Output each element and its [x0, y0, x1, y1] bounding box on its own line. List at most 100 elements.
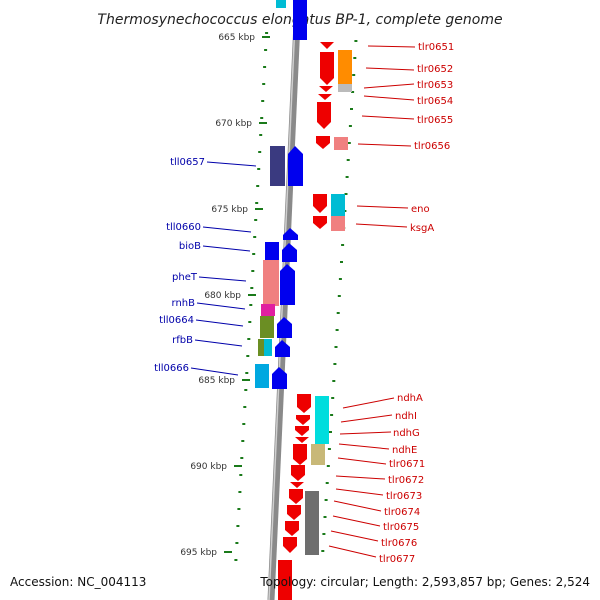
- tick-label: 675 kbp: [211, 205, 248, 215]
- cds-tlr0654[interactable]: [318, 94, 332, 100]
- cds-eno[interactable]: [313, 194, 327, 213]
- cds-tll0657[interactable]: [288, 146, 303, 186]
- gene-label-eno[interactable]: eno: [411, 204, 430, 215]
- gene-label-tlr0651[interactable]: tlr0651: [418, 42, 454, 53]
- leader-line: [363, 95, 415, 101]
- scale-dot: [325, 482, 329, 484]
- scale-dot: [236, 525, 240, 527]
- leader-line: [339, 431, 392, 435]
- feature-navy: [270, 146, 285, 186]
- gene-label-tll0666[interactable]: tll0666: [154, 363, 189, 374]
- gene-label-pheT[interactable]: pheT: [172, 272, 198, 283]
- gene-label-ksgA[interactable]: ksgA: [410, 223, 434, 234]
- scale-dot: [261, 100, 265, 102]
- scale-dot: [345, 176, 349, 178]
- gene-label-tlr0653[interactable]: tlr0653: [417, 80, 453, 91]
- gene-label-tlr0656[interactable]: tlr0656: [414, 141, 450, 152]
- cds-partial-bottom: [278, 560, 292, 600]
- feature-blue-bioB: [265, 242, 279, 260]
- tick-label: 680 kbp: [204, 291, 241, 301]
- feature-cyan-ndh: [315, 396, 329, 444]
- scale-dot: [347, 142, 351, 144]
- cds-ndhE[interactable]: [295, 437, 309, 443]
- feature-pink: [334, 137, 348, 150]
- gene-label-rnhB[interactable]: rnhB: [172, 298, 196, 309]
- tick-label: 690 kbp: [190, 462, 227, 472]
- leader-line: [357, 143, 412, 147]
- gene-label-ndhI[interactable]: ndhI: [395, 411, 417, 422]
- cds-rfbB[interactable]: [275, 340, 290, 357]
- cds-tlr0652[interactable]: [320, 52, 334, 85]
- feature-pink-ksgA: [331, 216, 345, 231]
- cds-tlr0677[interactable]: [283, 537, 297, 553]
- scale-tick: 680 kbp: [204, 291, 256, 301]
- cds-tlr0651[interactable]: [320, 42, 334, 49]
- leader-line: [195, 319, 244, 327]
- gene-label-tll0657[interactable]: tll0657: [170, 157, 205, 168]
- gene-label-tlr0673[interactable]: tlr0673: [386, 491, 422, 502]
- cds-tlr0653[interactable]: [319, 86, 333, 92]
- cds-ndhA[interactable]: [297, 394, 311, 413]
- gene-label-tlr0652[interactable]: tlr0652: [417, 64, 453, 75]
- cds-tlr0656[interactable]: [316, 136, 330, 149]
- scale-dot: [327, 448, 331, 450]
- cds-partial-top: [293, 0, 307, 40]
- gene-label-tlr0671[interactable]: tlr0671: [389, 459, 425, 470]
- forward-labels: tlr0651 tlr0652 tlr0653 tlr0654 tlr0655 …: [328, 42, 454, 565]
- cds-tll0664[interactable]: [277, 317, 292, 338]
- gene-label-tlr0677[interactable]: tlr0677: [379, 554, 415, 565]
- scale-dot: [262, 83, 266, 85]
- scale-dot: [352, 74, 356, 76]
- scale-dot: [238, 491, 242, 493]
- cds-tll0666[interactable]: [272, 367, 287, 389]
- scale-dot: [340, 261, 343, 263]
- gene-label-tll0660[interactable]: tll0660: [166, 222, 201, 233]
- gene-label-tlr0655[interactable]: tlr0655: [417, 115, 453, 126]
- cds-tlr0674[interactable]: [289, 489, 303, 504]
- tick-label: 685 kbp: [198, 376, 235, 386]
- leader-line: [363, 83, 415, 89]
- gene-label-ndhG[interactable]: ndhG: [393, 428, 420, 439]
- scale-dot: [354, 40, 358, 42]
- cds-tll0660[interactable]: [283, 228, 298, 240]
- cds-tlr0655[interactable]: [317, 102, 331, 129]
- cds-ndhG[interactable]: [295, 426, 309, 436]
- scale-tick: 665 kbp: [218, 33, 270, 43]
- leader-line: [361, 115, 415, 120]
- cds-bioB[interactable]: [282, 243, 297, 262]
- cds-tlr0676[interactable]: [285, 521, 299, 536]
- gene-label-tlr0674[interactable]: tlr0674: [384, 507, 420, 518]
- gene-label-bioB[interactable]: bioB: [179, 241, 201, 252]
- gene-label-ndhE[interactable]: ndhE: [392, 445, 417, 456]
- tick-label: 670 kbp: [215, 119, 252, 129]
- gene-label-tll0664[interactable]: tll0664: [159, 315, 194, 326]
- cds-tlr0672[interactable]: [291, 465, 305, 481]
- leader-line: [333, 500, 382, 512]
- feature-orange: [338, 50, 352, 84]
- scale-dot: [333, 363, 337, 365]
- cds-ksgA[interactable]: [313, 216, 327, 229]
- cds-tlr0675[interactable]: [287, 505, 301, 520]
- scale-dot: [243, 406, 247, 408]
- leader-line: [202, 245, 251, 252]
- cds-tlr0673[interactable]: [290, 482, 304, 488]
- gene-label-rfbB[interactable]: rfbB: [172, 335, 193, 346]
- scale-dot: [234, 559, 238, 561]
- feature-khaki: [311, 444, 325, 465]
- gene-label-tlr0654[interactable]: tlr0654: [417, 96, 453, 107]
- scale-dot: [249, 304, 253, 306]
- scale-tick: 675 kbp: [211, 205, 263, 215]
- scale-dot: [254, 219, 258, 221]
- scale-dot: [251, 270, 255, 272]
- cds-ndhI[interactable]: [296, 415, 310, 425]
- gene-label-tlr0676[interactable]: tlr0676: [381, 538, 417, 549]
- scale-dot: [241, 440, 245, 442]
- gene-label-ndhA[interactable]: ndhA: [397, 393, 423, 404]
- cds-pheT[interactable]: [280, 264, 295, 305]
- scale-dot: [235, 542, 239, 544]
- leader-line: [332, 515, 381, 527]
- gene-label-tlr0672[interactable]: tlr0672: [388, 475, 424, 486]
- gene-label-tlr0675[interactable]: tlr0675: [383, 522, 419, 533]
- cds-tlr0671[interactable]: [293, 444, 307, 465]
